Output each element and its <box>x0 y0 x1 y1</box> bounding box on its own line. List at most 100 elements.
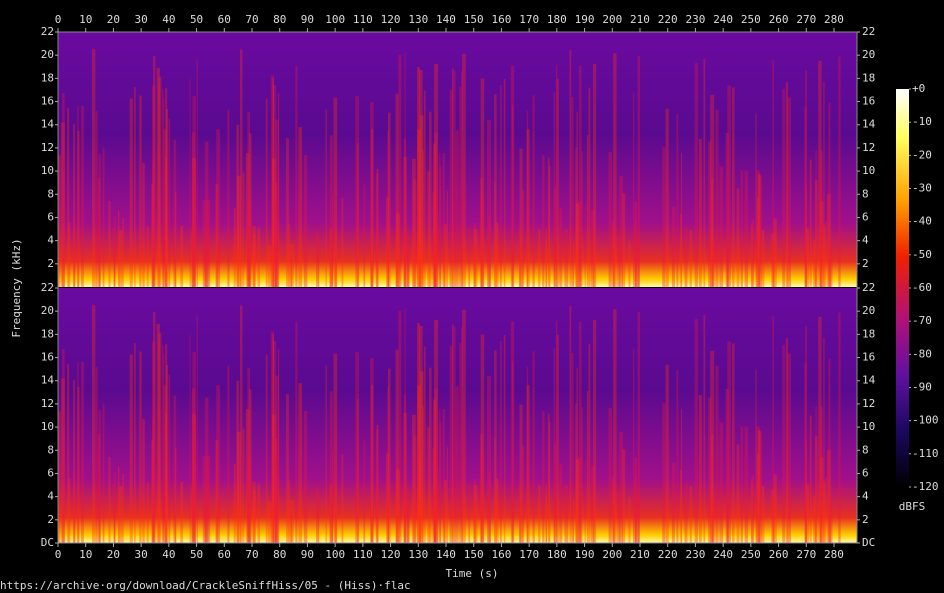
texture-stripe <box>406 243 410 287</box>
colorbar-tick-label: +0 <box>912 82 925 95</box>
texture-stripe <box>459 86 462 287</box>
texture-stripe <box>245 408 250 543</box>
texture-stripe <box>453 326 456 543</box>
texture-stripe <box>772 316 774 543</box>
texture-stripe <box>152 416 155 543</box>
colorbar-label: dBFS <box>899 500 926 513</box>
x-tick-label-top: 210 <box>630 13 650 26</box>
texture-stripe <box>526 385 530 543</box>
y-tick-label-left: 8 <box>47 443 54 456</box>
texture-stripe <box>398 54 402 287</box>
texture-stripe <box>192 157 197 287</box>
texture-stripe <box>805 70 807 287</box>
y-tick-label-right: 2 <box>862 513 869 526</box>
x-tick-label-bottom: 100 <box>325 548 345 561</box>
y-tick-label-right: 8 <box>862 443 869 456</box>
texture-stripe <box>569 50 572 288</box>
texture-stripe <box>622 193 626 287</box>
x-tick-label-bottom: 190 <box>575 548 595 561</box>
texture-stripe <box>270 75 275 287</box>
texture-stripe <box>526 129 530 287</box>
texture-stripe <box>227 109 230 287</box>
texture-stripe <box>376 424 379 543</box>
texture-stripe <box>286 138 289 287</box>
texture-stripe <box>757 197 760 287</box>
y-tick-label-right: 18 <box>862 327 875 340</box>
texture-stripe <box>398 310 402 543</box>
y-tick-label-left: 14 <box>41 118 55 131</box>
texture-stripe <box>334 231 337 287</box>
texture-stripe <box>442 409 445 543</box>
texture-stripe <box>727 341 731 543</box>
y-tick-label-right: 18 <box>862 71 875 84</box>
colorbar-tick-label: -40 <box>912 215 932 228</box>
texture-stripe <box>331 451 334 543</box>
texture-stripe <box>486 119 491 287</box>
texture-stripe <box>787 97 792 287</box>
texture-stripe <box>60 122 65 287</box>
texture-stripe <box>480 433 483 543</box>
texture-stripe <box>247 111 251 288</box>
texture-stripe <box>206 199 211 287</box>
texture-stripe <box>73 218 76 287</box>
texture-stripe <box>146 482 149 543</box>
texture-stripe <box>357 143 359 287</box>
texture-stripe <box>153 55 156 287</box>
texture-stripe <box>272 334 275 543</box>
texture-stripe <box>189 78 191 287</box>
texture-stripe <box>204 397 209 543</box>
texture-stripe <box>694 63 698 288</box>
texture-stripe <box>271 414 276 543</box>
texture-stripe <box>559 208 563 287</box>
texture-stripe <box>419 457 421 543</box>
texture-stripe <box>434 501 437 543</box>
x-tick-label-bottom: 140 <box>436 548 456 561</box>
texture-stripe <box>247 454 252 543</box>
y-tick-label-right: 20 <box>862 48 875 61</box>
texture-stripe <box>468 482 471 543</box>
texture-stripe <box>715 109 719 287</box>
colorbar <box>896 89 909 487</box>
texture-stripe <box>494 438 496 543</box>
colorbar-tick-label: -120 <box>912 480 939 493</box>
texture-stripe <box>275 220 279 287</box>
texture-stripe <box>288 223 290 287</box>
texture-stripe <box>823 337 825 543</box>
texture-stripe <box>153 311 156 543</box>
x-tick-label-bottom: 160 <box>491 548 511 561</box>
texture-stripe <box>751 225 753 287</box>
texture-stripe <box>206 455 211 543</box>
y-tick-label-left: 8 <box>47 187 54 200</box>
texture-stripe <box>719 166 724 287</box>
texture-stripe <box>387 130 389 287</box>
texture-stripe <box>571 352 574 543</box>
texture-stripe <box>559 464 563 543</box>
x-tick-label-top: 230 <box>685 13 705 26</box>
texture-stripe <box>81 105 84 287</box>
y-tick-label-right: 22 <box>862 281 875 294</box>
texture-stripe <box>417 129 421 287</box>
texture-stripe <box>318 234 320 287</box>
texture-stripe <box>569 306 572 543</box>
texture-stripe <box>771 233 775 287</box>
texture-stripe <box>270 331 275 543</box>
texture-stripe <box>727 85 731 288</box>
texture-stripe <box>676 370 679 543</box>
texture-stripe <box>370 246 373 287</box>
texture-stripe <box>180 225 184 287</box>
texture-stripe <box>118 486 123 543</box>
texture-stripe <box>619 176 623 287</box>
texture-stripe <box>488 472 491 543</box>
texture-stripe <box>168 118 171 288</box>
y-tick-label-right: 8 <box>862 187 869 200</box>
texture-stripe <box>581 407 583 543</box>
texture-stripe <box>555 321 558 543</box>
texture-stripe <box>204 241 207 287</box>
texture-stripe <box>828 483 830 543</box>
channel-1-spectrum <box>58 32 857 287</box>
x-tick-label-top: 190 <box>575 13 595 26</box>
y-tick-label-right: 10 <box>862 420 875 433</box>
x-tick-label-top: 20 <box>107 13 120 26</box>
texture-stripe <box>275 438 278 543</box>
texture-stripe <box>499 85 502 287</box>
